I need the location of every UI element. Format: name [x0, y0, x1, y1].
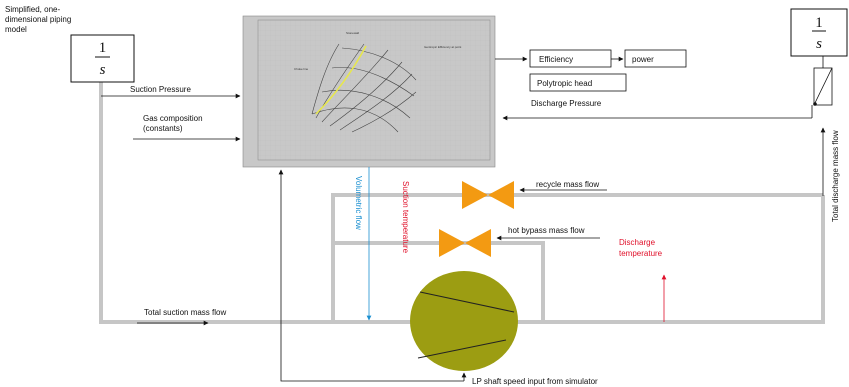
- gas-composition-label: Gas composition (constants): [143, 114, 205, 133]
- map-label-1: Stonewall: [346, 31, 359, 35]
- integrator-left-numerator: 1: [99, 40, 107, 56]
- integrator-right-denominator: s: [816, 36, 822, 52]
- discharge-temperature-label: Discharge temperature: [619, 238, 663, 258]
- discharge-pressure-label: Discharge Pressure: [531, 99, 602, 108]
- lp-shaft-speed-label: LP shaft speed input from simulator: [472, 377, 598, 386]
- discharge-temperature-line1: Discharge: [619, 238, 656, 247]
- compressor[interactable]: [410, 271, 518, 371]
- suction-temperature-label: Suction temperature: [401, 181, 410, 254]
- power-label: power: [632, 55, 654, 64]
- hot-bypass-label: hot bypass mass flow: [508, 226, 585, 235]
- total-discharge-label: Total discharge mass flow: [831, 130, 840, 222]
- efficiency-box[interactable]: [529, 49, 612, 68]
- volumetric-flow-label: Volumetric flow: [354, 176, 363, 230]
- model-label-line3: model: [5, 25, 27, 34]
- compressor-map: Stonewall Choke line Isentropic Efficien…: [242, 15, 496, 168]
- integrator-right-numerator: 1: [815, 15, 823, 31]
- map-label-2: Choke line: [294, 67, 309, 71]
- model-label-line1: Simplified, one-: [5, 5, 60, 14]
- hot-bypass-pipe: [333, 241, 545, 322]
- discharge-sensor: [813, 56, 833, 106]
- power-box[interactable]: [624, 49, 687, 68]
- recycle-pipe: [331, 193, 823, 322]
- integrator-left-denominator: s: [100, 62, 106, 78]
- polytropic-head-box[interactable]: [529, 73, 627, 92]
- gas-composition-line2: (constants): [143, 124, 183, 133]
- gas-composition-line1: Gas composition: [143, 114, 203, 123]
- lp-shaft-speed-line: [278, 169, 464, 382]
- model-label-line2: dimensional piping: [5, 15, 71, 24]
- integrator-block-right[interactable]: 1 s: [790, 8, 848, 57]
- recycle-valve[interactable]: [462, 181, 514, 209]
- recycle-mass-flow-label: recycle mass flow: [536, 180, 599, 189]
- polytropic-head-label: Polytropic head: [537, 79, 592, 88]
- suction-pressure-label: Suction Pressure: [130, 85, 191, 94]
- map-label-3: Isentropic Efficiency at point: [424, 45, 461, 49]
- discharge-temperature-line2: temperature: [619, 249, 663, 258]
- efficiency-label: Efficiency: [539, 55, 573, 64]
- discharge-main-pipe: [517, 195, 825, 324]
- integrator-block-left[interactable]: 1 s: [70, 34, 135, 83]
- piping: [99, 72, 825, 324]
- total-suction-label: Total suction mass flow: [144, 308, 226, 317]
- hot-bypass-valve[interactable]: [439, 229, 491, 257]
- model-label: Simplified, one- dimensional piping mode…: [5, 5, 74, 34]
- suction-main-pipe: [99, 72, 412, 324]
